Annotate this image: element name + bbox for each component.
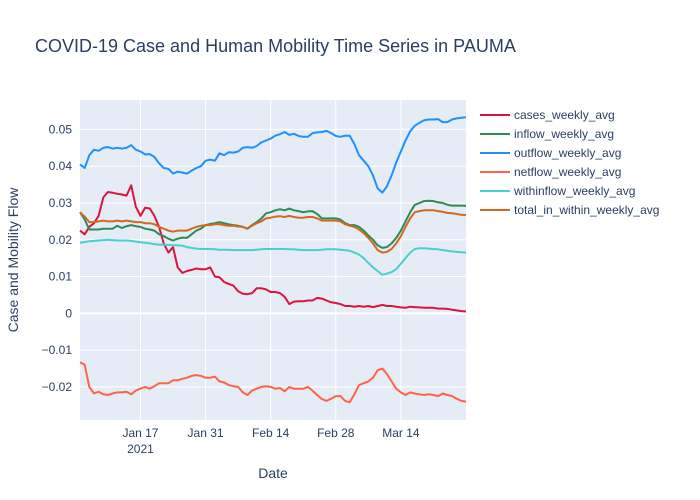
series-line-total_in_within_weekly_avg [79, 209, 467, 254]
legend-item-withinflow_weekly_avg[interactable]: withinflow_weekly_avg [480, 184, 635, 198]
x-tick-sublabel: 2021 [127, 442, 154, 456]
series-line-outflow_weekly_avg [79, 116, 467, 194]
series-line-inflow_weekly_avg [79, 199, 467, 249]
x-tick-label: Jan 17 [122, 426, 158, 440]
y-axis: −0.02 −0.01 0 0.01 0.02 0.03 0.04 0.05 [42, 122, 73, 393]
legend-label: netflow_weekly_avg [514, 165, 621, 179]
legend-label: inflow_weekly_avg [514, 127, 614, 141]
series-line-netflow_weekly_avg [79, 361, 467, 404]
y-tick-label: −0.02 [42, 380, 73, 394]
legend-item-cases_weekly_avg[interactable]: cases_weekly_avg [480, 108, 615, 122]
legend-item-outflow_weekly_avg[interactable]: outflow_weekly_avg [480, 146, 621, 160]
y-tick-label: 0 [65, 306, 72, 320]
series-layer [79, 116, 467, 404]
x-axis: Jan 17 2021 Jan 31 Feb 14 Feb 28 Mar 14 [122, 426, 419, 456]
x-tick-label: Feb 28 [317, 426, 355, 440]
legend-label: withinflow_weekly_avg [513, 184, 635, 198]
legend-item-total_in_within_weekly_avg[interactable]: total_in_within_weekly_avg [480, 203, 659, 217]
x-tick-label: Feb 14 [252, 426, 290, 440]
y-tick-label: 0.04 [49, 159, 73, 173]
legend-label: total_in_within_weekly_avg [514, 203, 659, 217]
series-line-withinflow_weekly_avg [79, 238, 467, 276]
y-tick-label: 0.05 [49, 122, 73, 136]
x-tick-label: Mar 14 [382, 426, 420, 440]
legend-label: cases_weekly_avg [514, 108, 615, 122]
y-tick-label: 0.02 [49, 233, 73, 247]
chart-title: COVID-19 Case and Human Mobility Time Se… [35, 36, 516, 56]
y-tick-label: −0.01 [42, 343, 73, 357]
legend[interactable]: cases_weekly_avg inflow_weekly_avgoutflow… [480, 108, 659, 217]
legend-label: outflow_weekly_avg [514, 146, 621, 160]
x-axis-title: Date [258, 465, 288, 481]
y-axis-title: Case and Mobility Flow [5, 187, 21, 333]
series-line-cases_weekly_avg [79, 184, 467, 313]
plot-area [80, 100, 466, 420]
legend-item-inflow_weekly_avg[interactable]: inflow_weekly_avg [480, 127, 614, 141]
y-tick-label: 0.03 [49, 196, 73, 210]
x-tick-label: Jan 31 [188, 426, 224, 440]
legend-item-netflow_weekly_avg[interactable]: netflow_weekly_avg [480, 165, 621, 179]
y-tick-label: 0.01 [49, 270, 73, 284]
